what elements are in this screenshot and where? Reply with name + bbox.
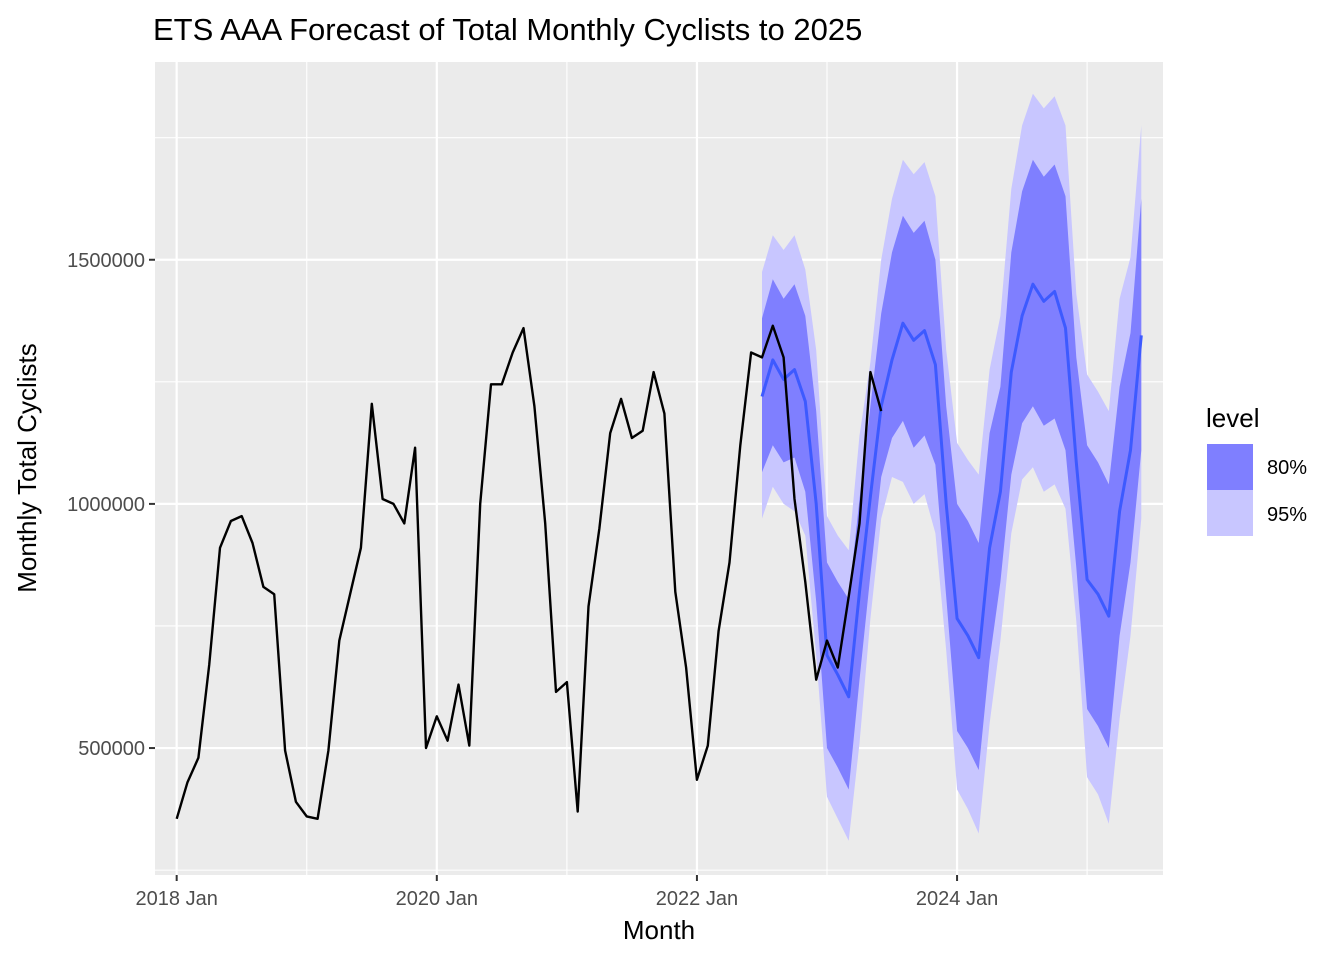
x-tick-label-1: 2020 Jan [396, 888, 478, 910]
legend-label-95: 95% [1267, 504, 1307, 526]
legend-key-95 [1207, 490, 1253, 536]
legend-title: level [1206, 403, 1259, 433]
legend: level 80% 95% [1206, 403, 1307, 536]
observed-line-group [175, 324, 883, 820]
x-axis-title: Month [623, 915, 695, 945]
y-axis: 500000 1000000 1500000 [67, 250, 155, 760]
legend-label-80: 80% [1267, 457, 1307, 479]
y-axis-title: Monthly Total Cyclists [12, 343, 42, 593]
forecast-line-group [760, 282, 1143, 699]
x-axis: 2018 Jan 2020 Jan 2022 Jan 2024 Jan [136, 875, 998, 910]
y-tick-label-1: 1000000 [67, 494, 145, 516]
x-tick-label-2: 2022 Jan [656, 888, 738, 910]
observed-line [175, 324, 883, 820]
x-tick-label-0: 2018 Jan [136, 888, 218, 910]
x-tick-label-3: 2024 Jan [916, 888, 998, 910]
y-tick-label-0: 500000 [78, 738, 145, 760]
y-tick-label-2: 1500000 [67, 250, 145, 272]
legend-key-80 [1207, 444, 1253, 490]
chart-title: ETS AAA Forecast of Total Monthly Cyclis… [153, 12, 862, 47]
forecast-mean-line [760, 282, 1143, 699]
